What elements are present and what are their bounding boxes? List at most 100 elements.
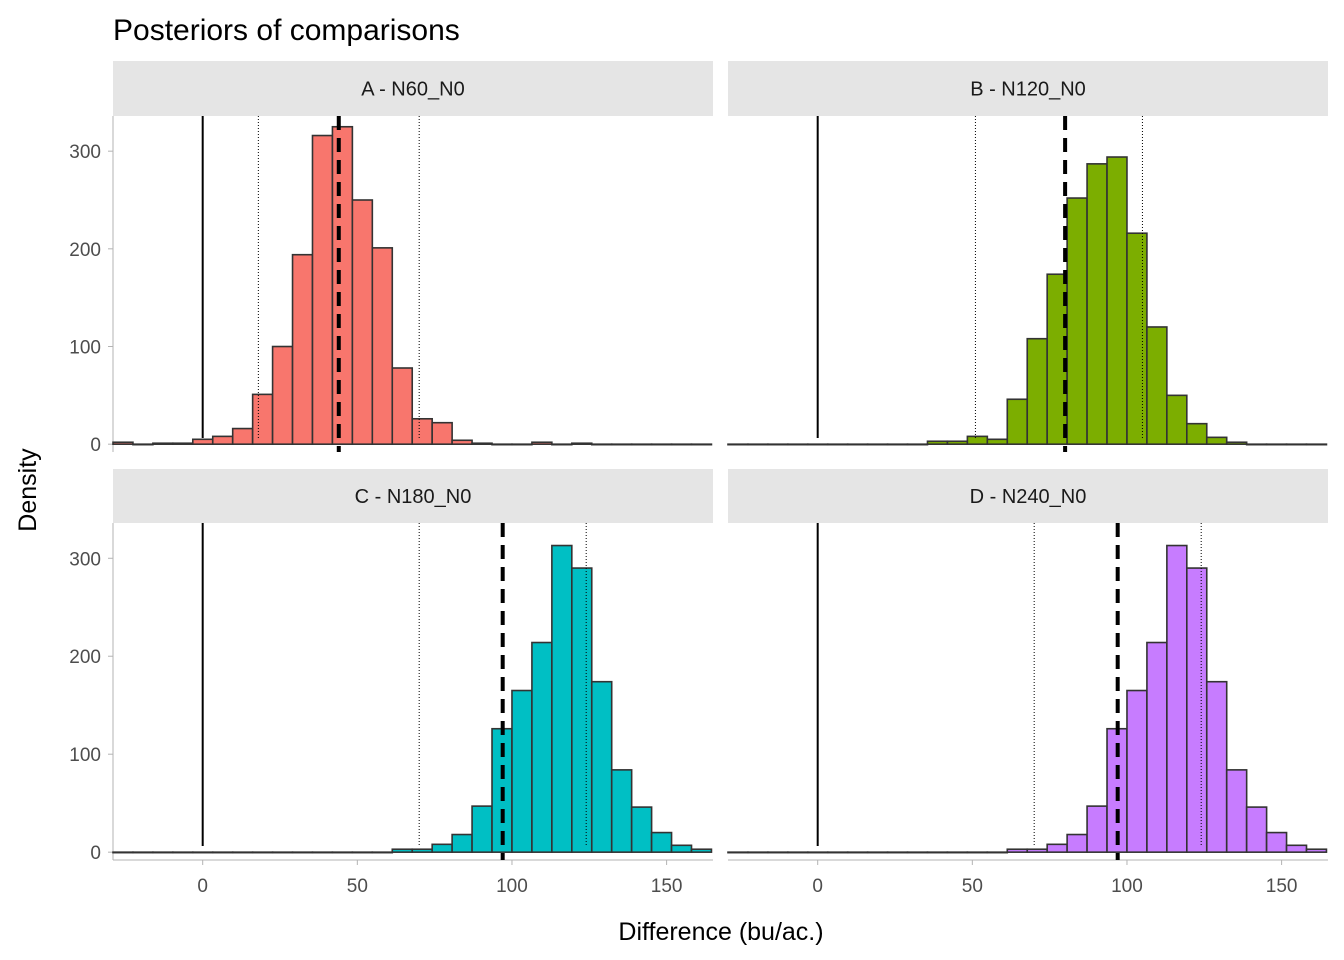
histogram-bar xyxy=(132,443,154,446)
histogram-bar xyxy=(690,848,713,853)
histogram-bar xyxy=(886,851,909,854)
histogram-bar xyxy=(331,125,354,445)
x-tick-label: 150 xyxy=(1266,876,1298,897)
histogram-bar xyxy=(1046,843,1068,853)
y-axis-title: Density xyxy=(14,448,42,532)
y-tick-label: 300 xyxy=(69,549,101,570)
histogram-bar xyxy=(787,851,809,854)
histogram-bar xyxy=(926,851,949,854)
histogram-bar xyxy=(1305,443,1328,446)
y-tick-label: 100 xyxy=(69,745,101,766)
histogram-bar xyxy=(551,544,573,853)
facet-panel-b: B - N120_N0 xyxy=(727,61,1328,452)
x-tick-label: 50 xyxy=(347,876,368,897)
facet-strip-label: D - N240_N0 xyxy=(970,486,1087,508)
histogram-bar xyxy=(1225,441,1248,445)
histogram-bar xyxy=(251,851,274,854)
histogram-bar xyxy=(650,831,673,853)
histogram-bar xyxy=(986,851,1009,854)
histogram-bar xyxy=(906,851,929,854)
x-tick-label: 100 xyxy=(1111,876,1143,897)
facet-strip xyxy=(728,61,1328,116)
histogram-bar xyxy=(351,851,374,854)
y-tick-label: 200 xyxy=(69,240,101,261)
histogram-bar xyxy=(231,427,254,445)
chart-title: Posteriors of comparisons xyxy=(113,14,460,47)
histogram-bar xyxy=(747,443,769,446)
histogram-bar xyxy=(551,443,573,446)
facet-panel-d: D - N240_N0 0 50 100 150 xyxy=(727,469,1328,897)
histogram-bar xyxy=(491,443,513,446)
y-tick-label: 0 xyxy=(90,435,101,456)
histogram-bar xyxy=(1186,567,1208,853)
histogram-bar xyxy=(1205,436,1228,445)
histogram-bar xyxy=(251,393,274,445)
histogram-bar xyxy=(670,844,693,853)
histogram-bar xyxy=(1305,848,1328,853)
histogram-bar xyxy=(1006,398,1029,445)
histogram-bar xyxy=(1285,443,1308,446)
histogram-bar xyxy=(371,247,394,445)
histogram-bar xyxy=(610,443,633,446)
histogram-bar xyxy=(846,443,869,446)
histogram-bar xyxy=(112,441,134,445)
histogram-bar xyxy=(1166,544,1188,853)
histogram-bar xyxy=(1146,641,1168,853)
histogram-bar xyxy=(946,440,969,445)
histogram-bar xyxy=(906,443,929,446)
histogram-bar xyxy=(886,443,909,446)
histogram-bar xyxy=(747,851,769,854)
x-tick-label: 0 xyxy=(197,876,208,897)
histogram-bar xyxy=(986,438,1009,445)
histogram-bar xyxy=(1026,337,1048,445)
histogram-bar xyxy=(1265,443,1288,446)
histogram-bar xyxy=(1166,394,1188,445)
histogram-bar xyxy=(1066,833,1088,853)
histogram-bar xyxy=(1146,326,1168,445)
histogram-bar xyxy=(1186,422,1208,445)
facet-panel-a: A - N60_N0 0 100 200 300 xyxy=(69,61,713,456)
histogram-bar xyxy=(391,848,414,853)
histogram-bar xyxy=(211,435,234,445)
histogram-bar xyxy=(391,367,414,445)
histogram-bar xyxy=(1066,197,1088,445)
histogram-bar xyxy=(1086,805,1108,853)
histogram-bar xyxy=(291,851,314,854)
histogram-bar xyxy=(571,567,593,853)
y-tick-label: 200 xyxy=(69,647,101,668)
histogram-bar xyxy=(630,806,653,853)
histogram-bar xyxy=(590,443,613,446)
histogram-bar xyxy=(690,443,713,446)
histogram-bar xyxy=(926,440,949,445)
histogram-bar xyxy=(152,442,174,445)
histogram-bar xyxy=(172,851,194,854)
histogram-bar xyxy=(411,417,433,445)
histogram-bar xyxy=(966,435,989,445)
histogram-bar xyxy=(311,851,334,854)
histogram-bar xyxy=(511,443,533,446)
histogram-bar xyxy=(1205,680,1228,853)
histogram-bar xyxy=(451,833,473,853)
histogram-bar xyxy=(1245,806,1268,853)
histogram-bar xyxy=(846,851,869,854)
histogram-bar xyxy=(1225,769,1248,853)
facet-strip xyxy=(113,61,713,116)
histogram-bar xyxy=(1285,844,1308,853)
histogram-bar xyxy=(172,442,194,445)
facet-strip-label: A - N60_N0 xyxy=(361,79,464,101)
x-axis-title: Difference (bu/ac.) xyxy=(618,918,823,946)
histogram-bar xyxy=(291,253,314,445)
histogram-bar xyxy=(630,443,653,446)
histogram-bar xyxy=(670,443,693,446)
histogram-bar xyxy=(191,851,214,854)
histogram-bar xyxy=(1026,848,1048,853)
histogram-bar xyxy=(411,848,433,853)
histogram-bar xyxy=(271,345,294,445)
histogram-bar xyxy=(806,851,829,854)
histogram-bar xyxy=(1126,689,1148,853)
histogram-bar xyxy=(946,851,969,854)
histogram-bar xyxy=(1086,163,1108,445)
histogram-bar xyxy=(826,443,849,446)
x-tick-label: 100 xyxy=(496,876,528,897)
